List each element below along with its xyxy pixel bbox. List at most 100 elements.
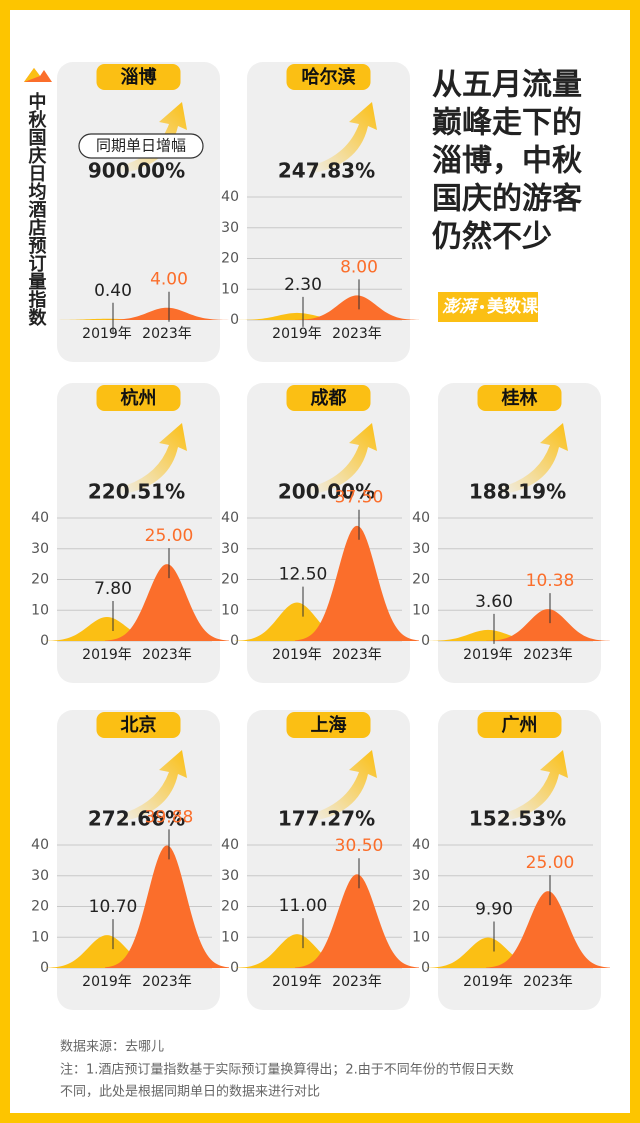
area-curve	[105, 564, 229, 641]
side-label: 中秋国庆日均酒店预订量指数	[26, 91, 47, 327]
logo: 澎湃	[442, 297, 479, 317]
y-tick-label: 40	[31, 510, 49, 526]
y-tick-label: 40	[31, 837, 49, 853]
growth-label: 900.00%	[88, 159, 185, 183]
logo-dot	[480, 305, 484, 309]
y-tick-label: 30	[31, 541, 49, 557]
city-tab	[96, 385, 181, 411]
value-label: 7.80	[94, 579, 132, 599]
panel	[247, 62, 410, 362]
value-label: 11.00	[279, 896, 328, 916]
city-tab	[477, 385, 562, 411]
x-tick-label: 2023年	[523, 647, 573, 663]
y-tick-label: 10	[221, 602, 239, 618]
x-tick-label: 2023年	[332, 326, 382, 342]
x-tick-label: 2019年	[463, 974, 513, 990]
logo-icon	[24, 68, 40, 82]
value-label: 8.00	[340, 257, 378, 277]
panel	[438, 383, 601, 683]
value-label: 37.50	[335, 488, 384, 508]
x-tick-label: 2023年	[142, 326, 192, 342]
growth-label: 220.51%	[88, 480, 185, 504]
growth-arrow	[307, 423, 377, 495]
headline: 从五月流量	[432, 68, 582, 103]
x-tick-label: 2019年	[82, 647, 132, 663]
growth-label: 177.27%	[278, 807, 375, 831]
y-tick-label: 20	[221, 899, 239, 915]
growth-arrow	[498, 750, 568, 822]
y-tick-label: 20	[412, 899, 430, 915]
value-label: 30.50	[335, 836, 384, 856]
city-title: 桂林	[501, 387, 538, 409]
y-tick-label: 40	[412, 837, 430, 853]
value-label: 12.50	[279, 565, 328, 585]
y-tick-label: 10	[412, 602, 430, 618]
value-label: 9.90	[475, 900, 513, 920]
y-tick-label: 10	[31, 602, 49, 618]
value-label: 25.00	[145, 526, 194, 546]
y-tick-label: 0	[40, 633, 49, 649]
value-label: 10.70	[89, 897, 138, 917]
city-tab	[96, 712, 181, 738]
city-tab	[286, 712, 371, 738]
y-tick-label: 30	[221, 220, 239, 236]
y-tick-label: 20	[31, 899, 49, 915]
y-tick-label: 40	[221, 837, 239, 853]
city-title: 成都	[311, 387, 347, 409]
city-tab	[96, 64, 181, 90]
y-tick-label: 20	[221, 572, 239, 588]
headline: 巅峰走下的	[432, 106, 582, 141]
x-tick-label: 2019年	[82, 326, 132, 342]
x-tick-label: 2023年	[142, 647, 192, 663]
growth-arrow	[498, 423, 568, 495]
value-label: 4.00	[150, 270, 188, 290]
y-tick-label: 20	[221, 251, 239, 267]
value-label: 0.40	[94, 281, 132, 301]
value-label: 10.38	[526, 571, 575, 591]
area-curve	[486, 891, 610, 968]
city-title: 哈尔滨	[302, 66, 356, 88]
y-tick-label: 10	[412, 929, 430, 945]
city-title: 北京	[121, 714, 157, 736]
value-label: 3.60	[475, 592, 513, 612]
city-tab	[286, 385, 371, 411]
growth-arrow	[117, 102, 187, 174]
y-tick-label: 10	[221, 281, 239, 297]
growth-arrow	[307, 102, 377, 174]
value-label: 39.88	[145, 807, 194, 827]
city-title: 广州	[502, 714, 538, 736]
city-tab	[286, 64, 371, 90]
growth-label: 188.19%	[469, 480, 566, 504]
y-tick-label: 40	[221, 189, 239, 205]
y-tick-label: 0	[230, 633, 239, 649]
y-tick-label: 30	[221, 541, 239, 557]
y-tick-label: 0	[421, 960, 430, 976]
x-tick-label: 2023年	[332, 647, 382, 663]
x-tick-label: 2023年	[142, 974, 192, 990]
y-tick-label: 40	[412, 510, 430, 526]
y-tick-label: 30	[31, 868, 49, 884]
x-tick-label: 2019年	[272, 974, 322, 990]
value-label: 25.00	[526, 853, 575, 873]
growth-label: 247.83%	[278, 159, 375, 183]
y-tick-label: 30	[221, 868, 239, 884]
y-tick-label: 30	[412, 541, 430, 557]
y-tick-label: 10	[31, 929, 49, 945]
area-curve	[105, 845, 229, 968]
x-tick-label: 2023年	[523, 974, 573, 990]
growth-arrow	[117, 423, 187, 495]
x-tick-label: 2019年	[82, 974, 132, 990]
city-title: 杭州	[121, 387, 157, 409]
area-curve	[295, 295, 419, 320]
annotation: 同期单日增幅	[96, 137, 186, 155]
y-tick-label: 0	[40, 960, 49, 976]
growth-arrow	[307, 750, 377, 822]
city-title: 上海	[311, 714, 347, 736]
area-curve	[295, 874, 419, 968]
y-tick-label: 10	[221, 929, 239, 945]
note: 注：1.酒店预订量指数基于实际预订量换算得出；2.由于不同年份的节假日天数	[60, 1062, 514, 1078]
y-tick-label: 0	[421, 633, 430, 649]
area-curve	[105, 307, 229, 320]
source: 数据来源：去哪儿	[60, 1040, 164, 1055]
